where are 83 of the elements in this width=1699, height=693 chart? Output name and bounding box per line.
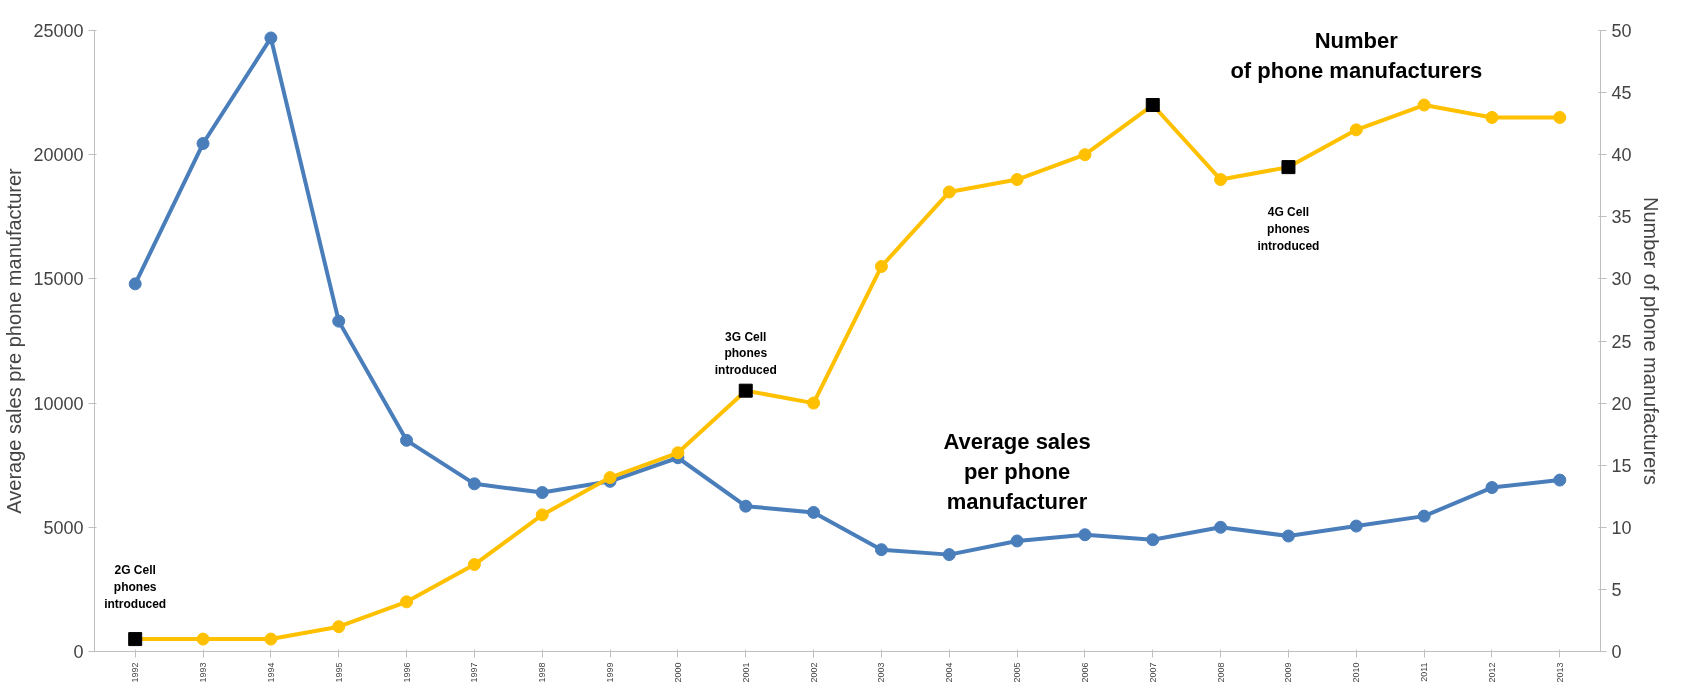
point bbox=[196, 632, 210, 646]
y2-tick-label: 15 bbox=[1611, 455, 1632, 476]
point bbox=[671, 446, 685, 460]
annotation: 2G Cell phones introduced bbox=[104, 563, 167, 611]
point bbox=[1214, 520, 1228, 534]
point bbox=[1417, 98, 1431, 112]
annotation: 4G Cell phones introduced bbox=[1257, 205, 1320, 254]
y2-tick-label: 5 bbox=[1611, 579, 1622, 600]
point bbox=[1146, 533, 1160, 547]
y-tick-label: 5000 bbox=[43, 517, 84, 538]
y-axis-title: Average sales pre phone manufacturer bbox=[3, 167, 26, 514]
y-tick-label: 25000 bbox=[33, 21, 84, 41]
y2-tick-label: 45 bbox=[1611, 83, 1632, 104]
annotation: Average sales per phone manufacturer bbox=[943, 428, 1091, 514]
point bbox=[1417, 509, 1431, 523]
x-tick-label: 1999 bbox=[605, 662, 616, 683]
point bbox=[332, 314, 346, 328]
x-tick-label: 2001 bbox=[740, 662, 751, 683]
x-tick-label: 1995 bbox=[333, 662, 344, 683]
x-tick-label: 2010 bbox=[1351, 662, 1362, 683]
x-tick-label: 1993 bbox=[198, 662, 209, 683]
point bbox=[739, 499, 753, 513]
x-tick-label: 2011 bbox=[1419, 662, 1430, 682]
x-tick-label: 2005 bbox=[1012, 662, 1023, 683]
point bbox=[1349, 123, 1363, 137]
point bbox=[467, 558, 481, 572]
annotation: Number of phone manufacturers bbox=[1230, 27, 1483, 83]
point bbox=[400, 433, 414, 447]
x-tick-label: 2006 bbox=[1079, 662, 1090, 683]
x-tick-label: 2002 bbox=[808, 662, 819, 683]
x-tick-label: 1994 bbox=[265, 662, 276, 683]
point bbox=[1214, 173, 1228, 187]
point bbox=[874, 543, 888, 557]
y2-tick-label: 0 bbox=[1611, 642, 1622, 662]
point bbox=[1553, 473, 1567, 487]
x-tick-label: 2004 bbox=[944, 662, 955, 683]
y2-tick-label: 40 bbox=[1611, 145, 1632, 166]
point bbox=[1078, 528, 1092, 542]
point bbox=[535, 486, 549, 500]
x-tick-label: 2007 bbox=[1147, 662, 1158, 683]
x-tick-label: 1996 bbox=[401, 662, 412, 683]
y2-axis-title: Number of phone manufacturers bbox=[1639, 197, 1662, 485]
point bbox=[535, 508, 549, 522]
point bbox=[1349, 519, 1363, 533]
point bbox=[1010, 534, 1024, 548]
point bbox=[1553, 110, 1567, 124]
y2-tick-label: 35 bbox=[1611, 207, 1632, 228]
point bbox=[264, 31, 278, 45]
y-tick-label: 20000 bbox=[33, 145, 84, 166]
point bbox=[1281, 529, 1295, 543]
x-tick-label: 2008 bbox=[1215, 662, 1226, 683]
x-tick-label: 1998 bbox=[537, 662, 548, 683]
point bbox=[128, 277, 142, 291]
x-tick-label: 2003 bbox=[876, 662, 887, 683]
y2-tick-label: 30 bbox=[1611, 269, 1632, 290]
point bbox=[1485, 110, 1499, 124]
point bbox=[264, 632, 278, 646]
y2-tick-label: 25 bbox=[1611, 331, 1632, 352]
y2-tick-label: 50 bbox=[1611, 21, 1632, 41]
x-tick-label: 2009 bbox=[1283, 662, 1294, 683]
y-tick-label: 10000 bbox=[33, 393, 84, 414]
point bbox=[1485, 481, 1499, 495]
point bbox=[332, 620, 346, 634]
y2-tick-label: 20 bbox=[1611, 393, 1632, 414]
x-tick-label: 2000 bbox=[672, 662, 683, 683]
point bbox=[942, 548, 956, 562]
point bbox=[874, 259, 888, 273]
point bbox=[1078, 148, 1092, 162]
annotation: 3G Cell phones introduced bbox=[714, 329, 777, 378]
x-tick-label: 2013 bbox=[1554, 662, 1565, 683]
x-tick-label: 1992 bbox=[130, 662, 141, 683]
point bbox=[942, 185, 956, 199]
y-tick-label: 15000 bbox=[33, 269, 84, 290]
y-tick-label: 0 bbox=[73, 642, 84, 662]
x-tick-label: 1997 bbox=[469, 662, 480, 683]
point bbox=[1010, 173, 1024, 187]
point bbox=[400, 595, 414, 609]
x-tick-label: 2012 bbox=[1486, 662, 1497, 683]
point bbox=[807, 396, 821, 410]
point bbox=[196, 137, 210, 151]
y2-tick-label: 10 bbox=[1611, 517, 1632, 538]
point bbox=[807, 505, 821, 519]
point bbox=[467, 477, 481, 491]
